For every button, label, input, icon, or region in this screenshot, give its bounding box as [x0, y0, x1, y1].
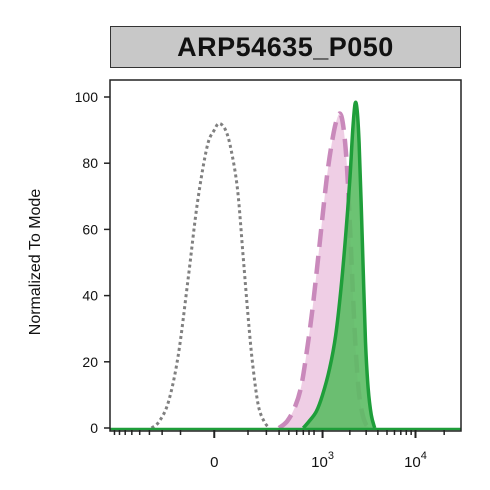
- y-tick-label: 0: [90, 420, 98, 436]
- isotype-histogram-line: [150, 121, 271, 430]
- plot-frame: [109, 79, 462, 432]
- y-tick-label: 100: [75, 89, 99, 105]
- x-tick-label: 0: [210, 454, 218, 471]
- control-histogram-line: [277, 111, 372, 430]
- y-tick-label: 80: [82, 155, 98, 171]
- chart-title: ARP54635_P050: [110, 26, 461, 68]
- y-tick-label: 20: [82, 354, 98, 370]
- sample-histogram-fill: [303, 102, 375, 428]
- y-tick-label: 60: [82, 221, 98, 237]
- x-tick-label: 104: [404, 450, 427, 471]
- sample-histogram-line: [301, 100, 377, 430]
- x-tick-label: 103: [311, 450, 334, 471]
- y-tick-label: 40: [82, 288, 98, 304]
